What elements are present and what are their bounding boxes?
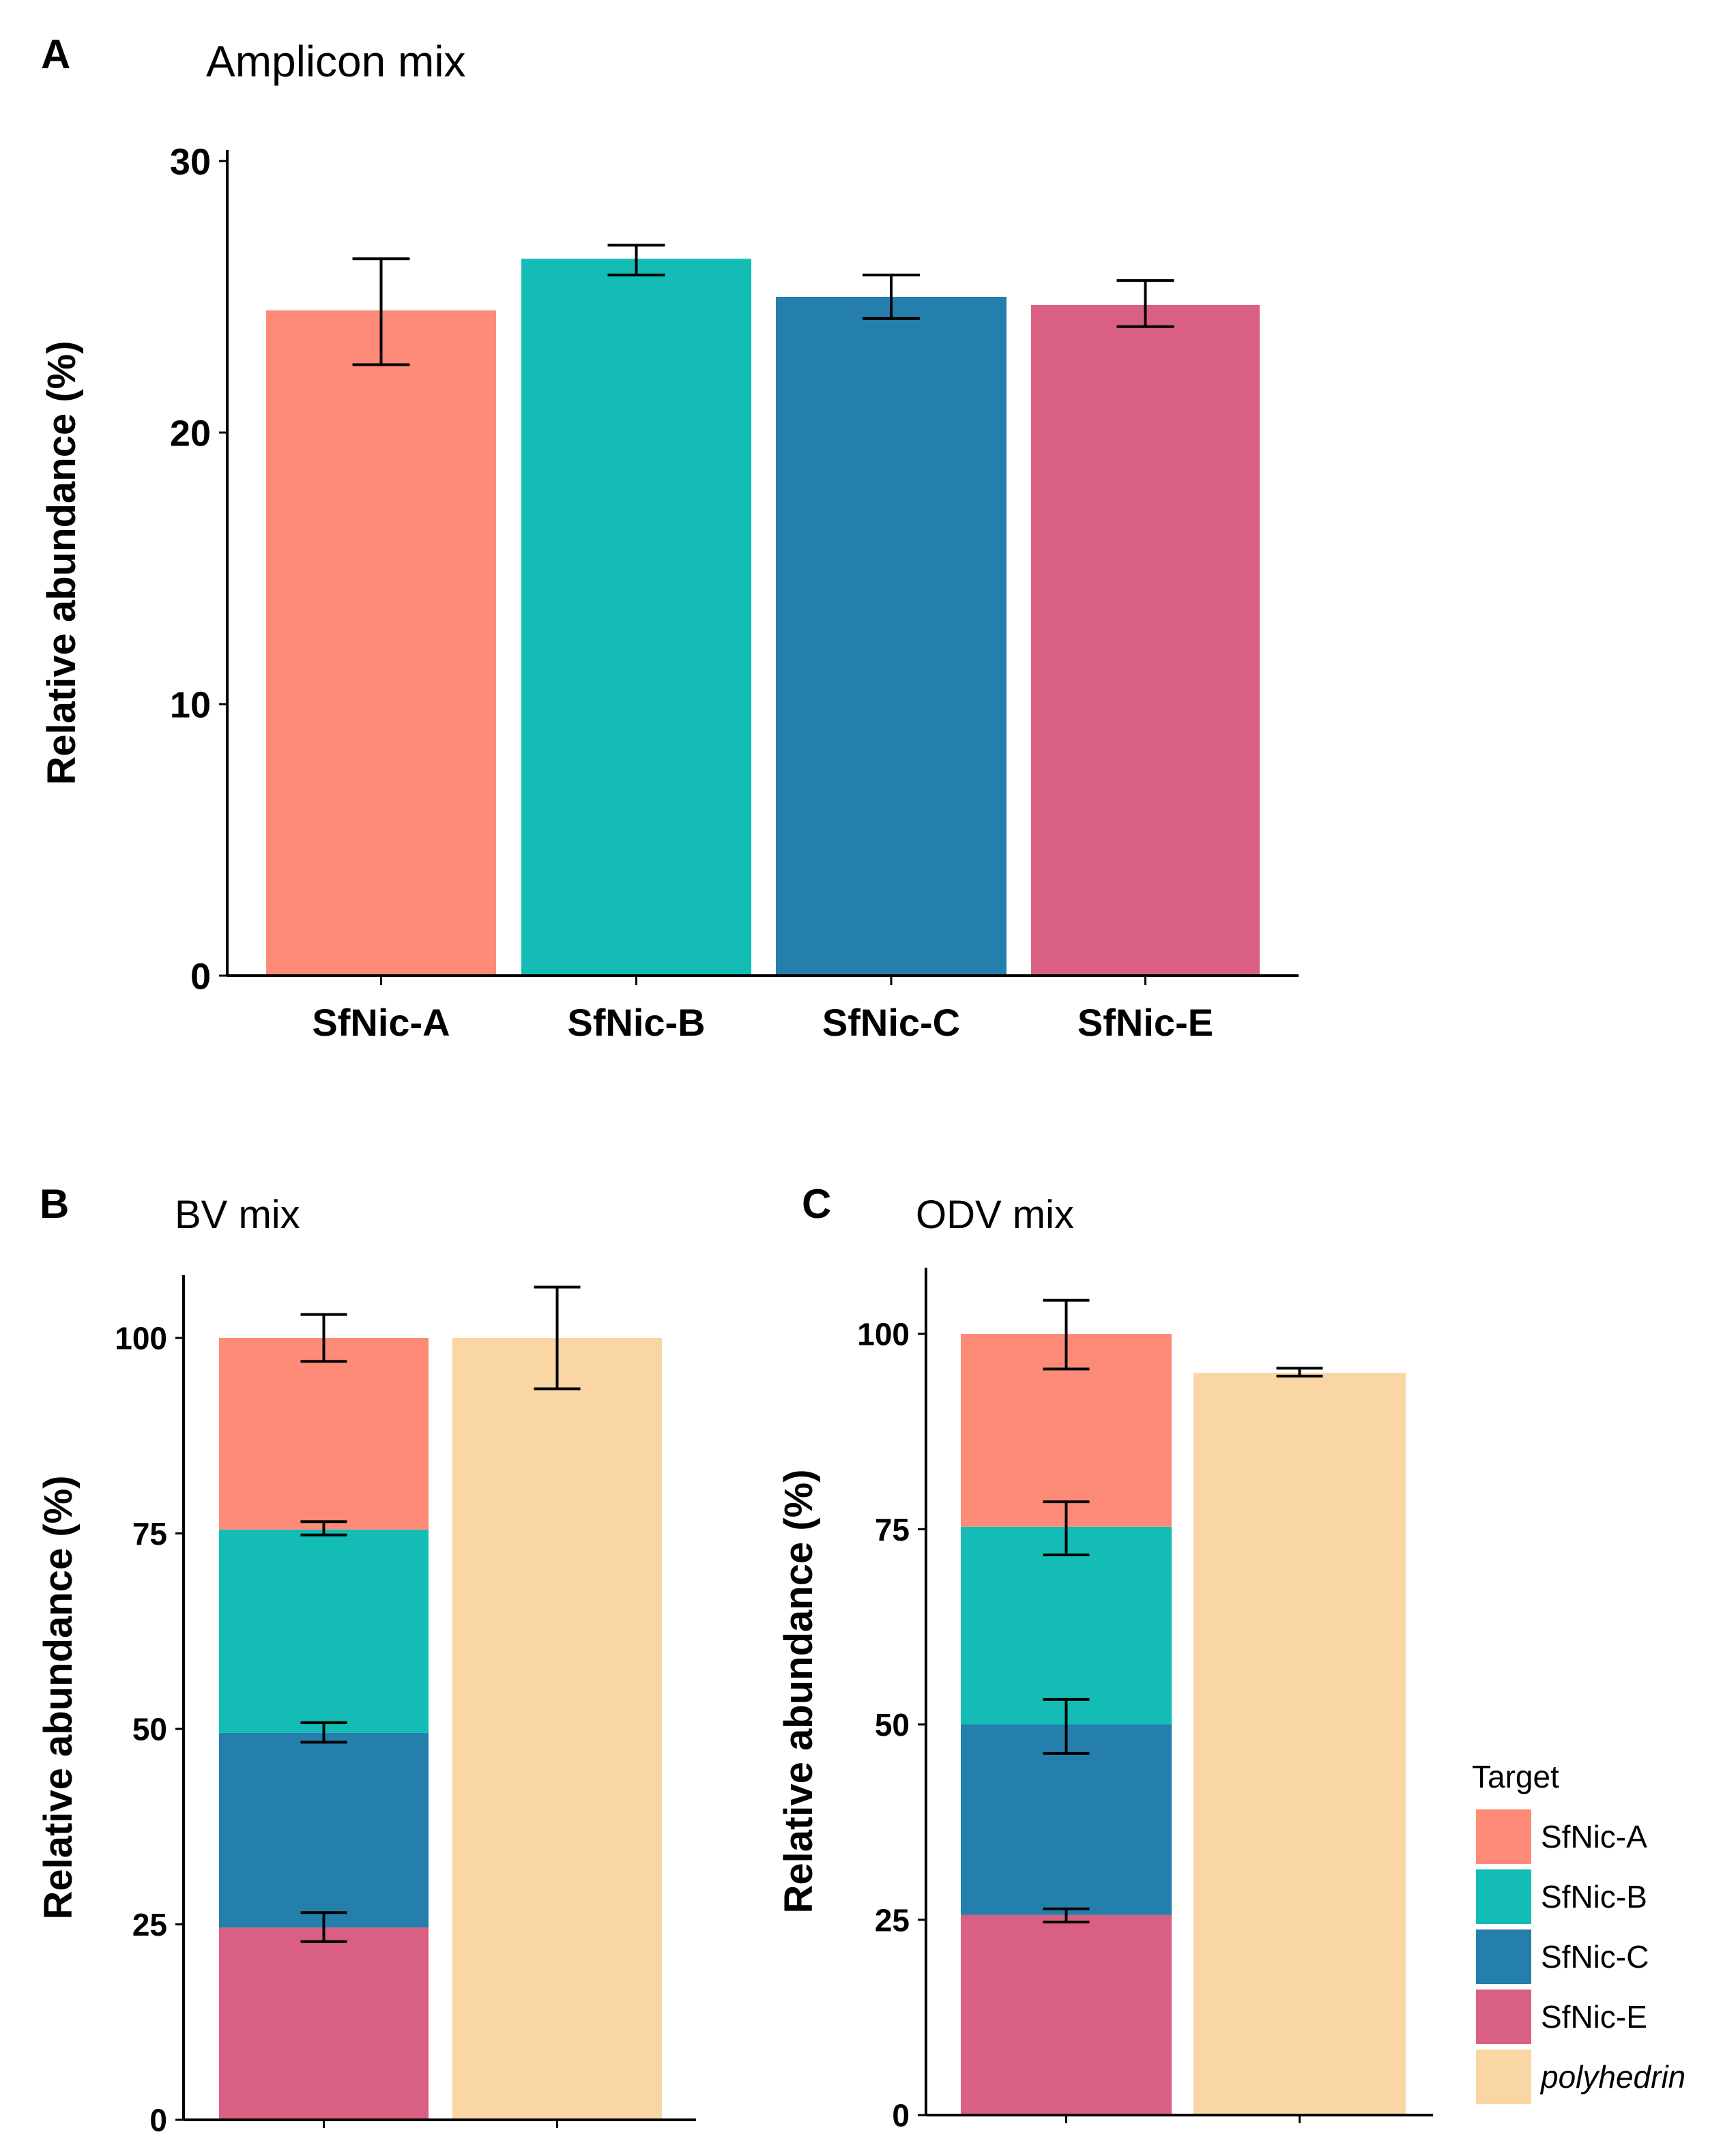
- legend-swatch-sfnic-a: [1476, 1809, 1531, 1864]
- panel-letter: A: [41, 31, 70, 77]
- y-tick-label: 0: [892, 2098, 910, 2133]
- y-tick-label: 100: [115, 1321, 167, 1356]
- x-tick-label: SfNic-A: [312, 1001, 450, 1044]
- legend-label-sfnic-e: SfNic-E: [1541, 1999, 1647, 2035]
- y-axis-label: Relative abundance (%): [777, 1469, 821, 1913]
- y-axis-label: Relative abundance (%): [40, 340, 84, 785]
- x-tick-label: SfNic-B: [567, 1001, 705, 1044]
- bar-segment-sfnic-c: [219, 1732, 429, 1928]
- panel-letter: C: [802, 1181, 831, 1227]
- y-tick-label: 30: [170, 141, 211, 182]
- y-tick-label: 50: [132, 1712, 167, 1747]
- legend-title: Target: [1472, 1759, 1559, 1794]
- y-axis-label: Relative abundance (%): [36, 1475, 81, 1919]
- y-tick-label: 10: [170, 684, 211, 725]
- y-tick-label: 50: [875, 1707, 910, 1743]
- bar-segment-sfnic-a: [219, 1338, 429, 1530]
- bar-segment-sfnic-e: [219, 1927, 429, 2120]
- legend-swatch-polyhedrin: [1476, 2050, 1531, 2104]
- legend-swatch-sfnic-c: [1476, 1929, 1531, 1984]
- bar-segment-sfnic-e: [961, 1914, 1172, 2115]
- y-tick-label: 0: [190, 956, 211, 997]
- legend-label-sfnic-c: SfNic-C: [1541, 1939, 1649, 1975]
- legend-swatch-sfnic-e: [1476, 1990, 1531, 2044]
- y-tick-label: 25: [132, 1907, 167, 1942]
- legend-swatch-sfnic-b: [1476, 1869, 1531, 1924]
- x-tick-label: SfNic-C: [822, 1001, 960, 1044]
- bar-segment-polyhedrin: [452, 1338, 662, 2120]
- y-tick-label: 100: [857, 1317, 910, 1352]
- y-tick-label: 0: [149, 2103, 167, 2138]
- panel-letter: B: [40, 1181, 69, 1227]
- bar-sfnic-a: [266, 310, 496, 976]
- bar-sfnic-b: [521, 259, 751, 976]
- bar-segment-sfnic-c: [961, 1724, 1172, 1915]
- y-tick-label: 75: [875, 1512, 910, 1547]
- y-tick-label: 25: [875, 1902, 910, 1938]
- panel-title: Amplicon mix: [206, 37, 466, 86]
- y-tick-label: 75: [132, 1516, 167, 1552]
- bar-sfnic-c: [776, 297, 1007, 976]
- panel-title: ODV mix: [916, 1193, 1074, 1237]
- bar-segment-sfnic-b: [219, 1529, 429, 1733]
- legend-label-sfnic-a: SfNic-A: [1541, 1819, 1647, 1854]
- x-tick-label: SfNic-E: [1077, 1001, 1213, 1044]
- y-tick-label: 20: [170, 413, 211, 454]
- legend-label-polyhedrin: polyhedrin: [1539, 2059, 1685, 2095]
- bar-segment-polyhedrin: [1193, 1373, 1406, 2115]
- bar-segment-sfnic-b: [961, 1526, 1172, 1725]
- panel-title: BV mix: [175, 1193, 300, 1237]
- bar-sfnic-e: [1031, 304, 1260, 976]
- legend-label-sfnic-b: SfNic-B: [1541, 1879, 1647, 1914]
